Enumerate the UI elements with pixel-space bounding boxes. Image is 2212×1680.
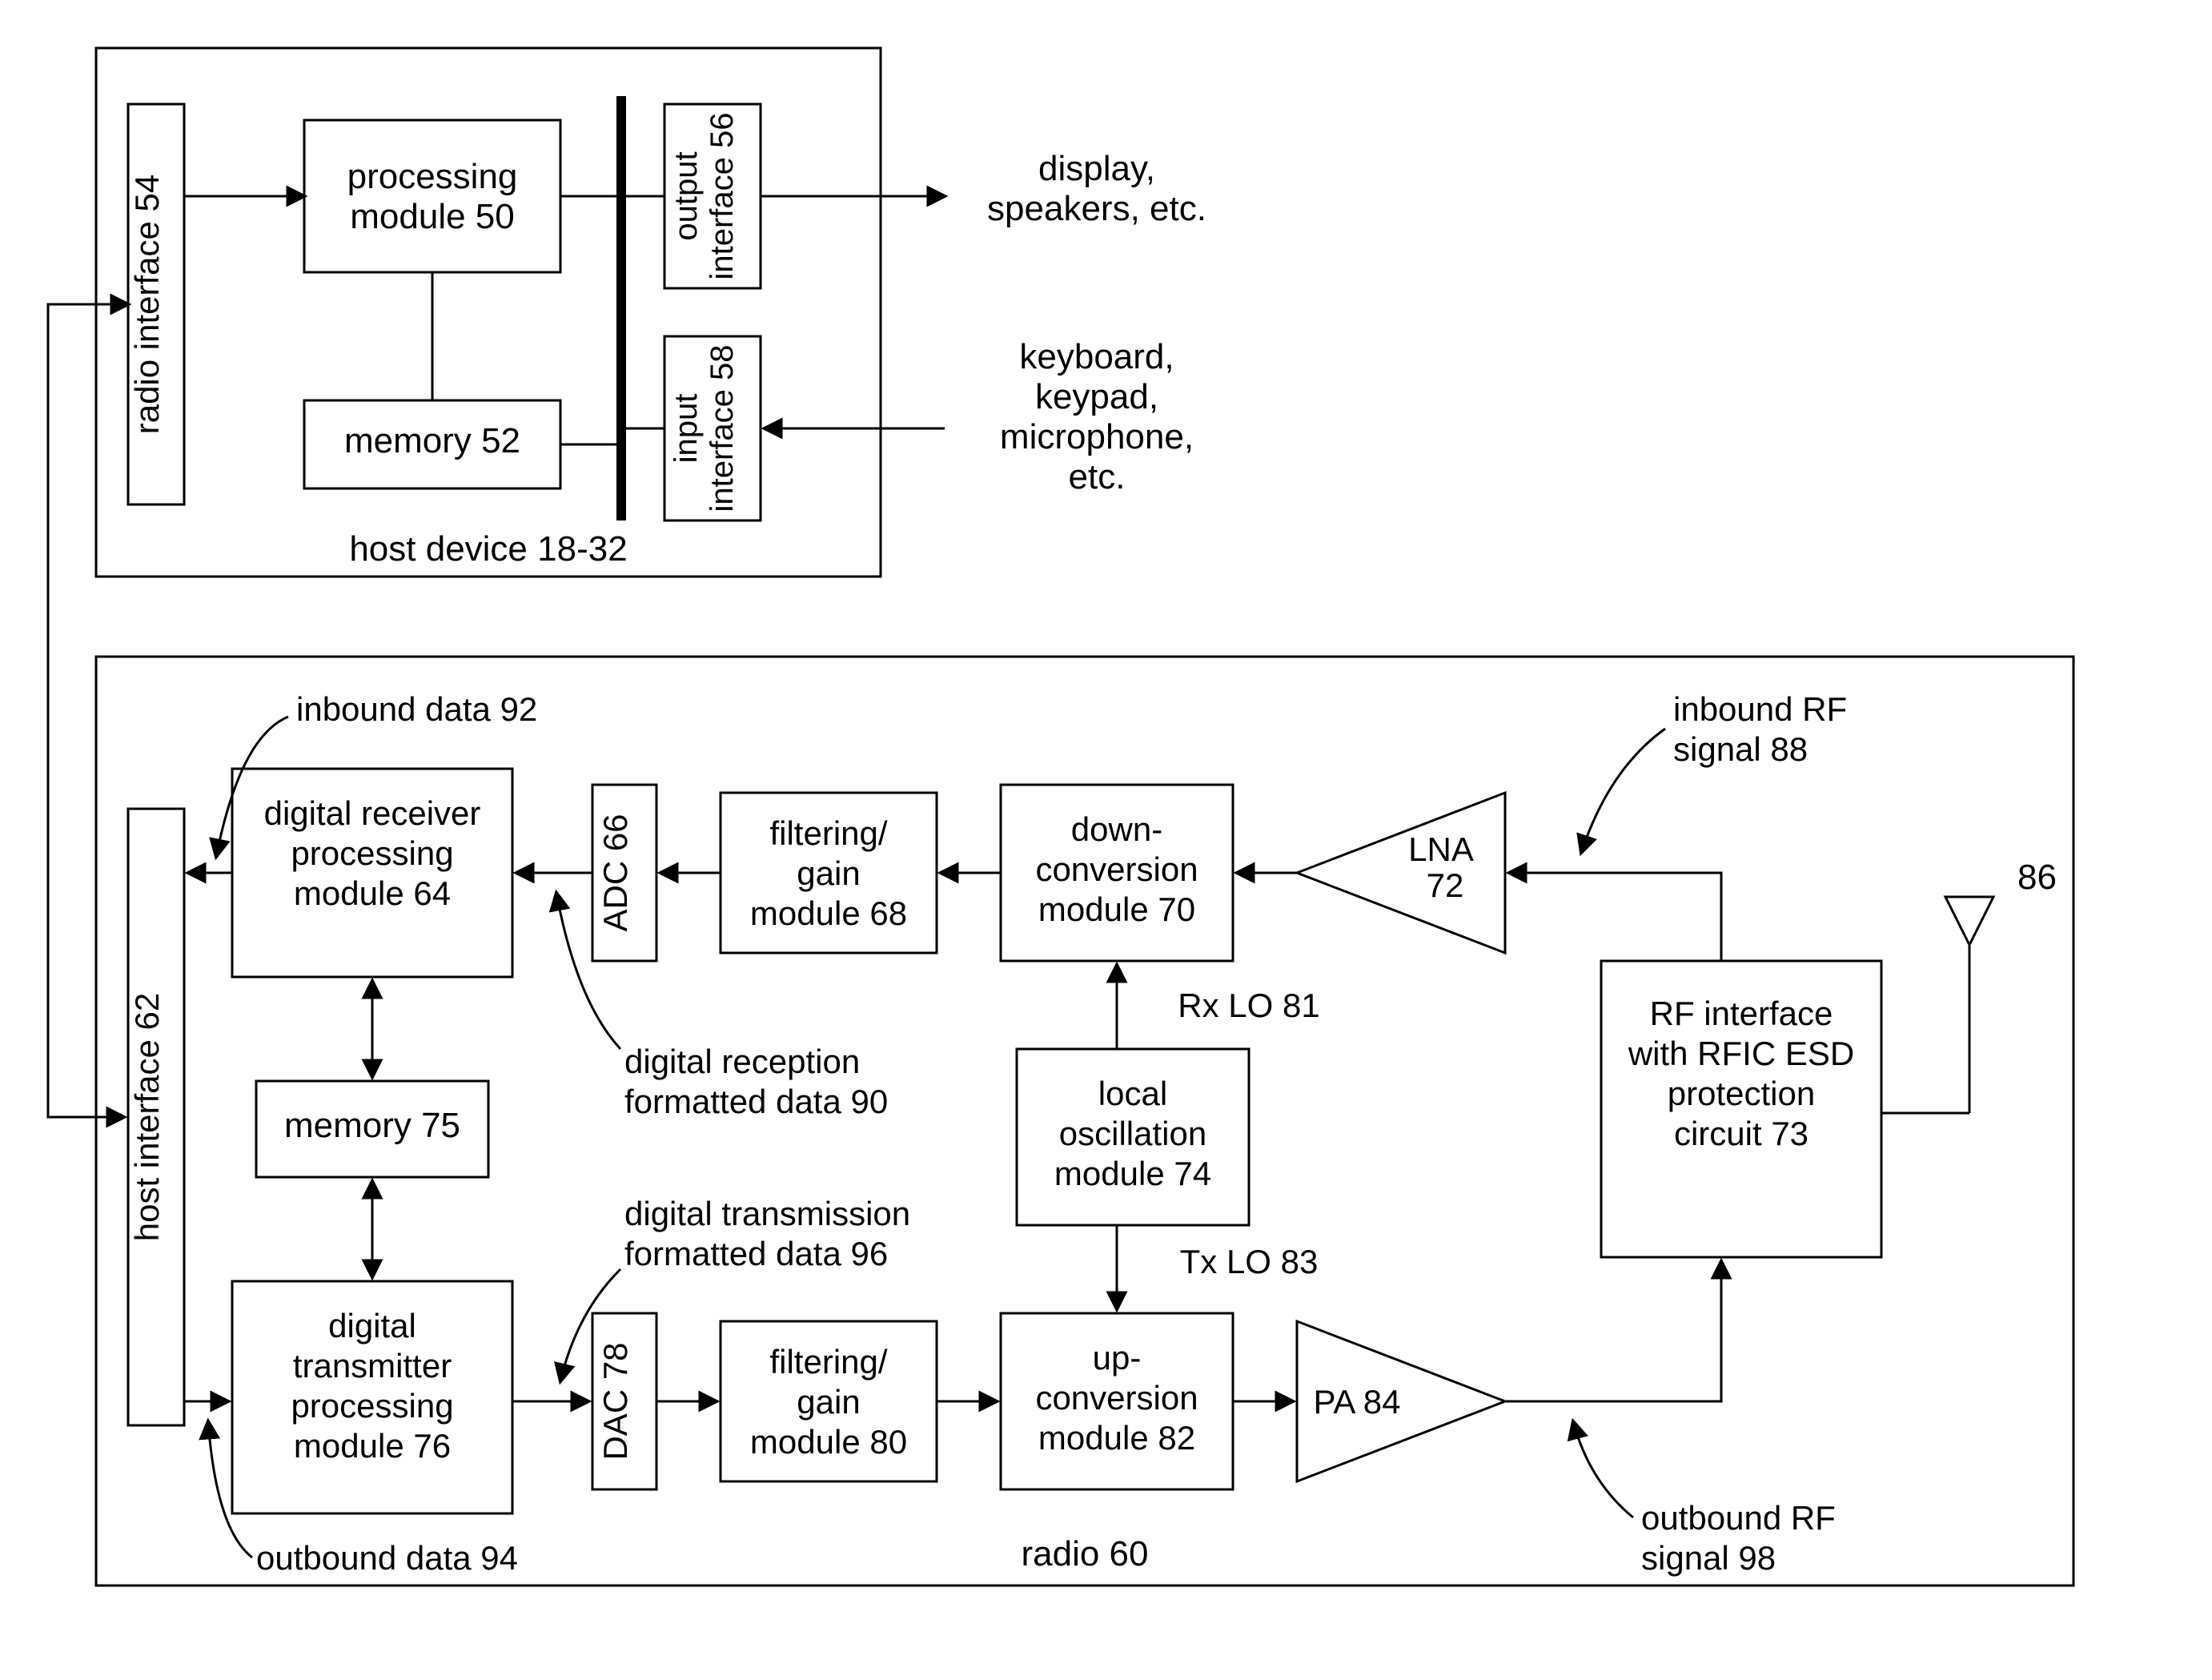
dc-l1: down-	[1071, 810, 1162, 848]
lo-l3: module 74	[1054, 1155, 1211, 1192]
fg-tx-l2: gain	[797, 1383, 860, 1421]
in-rf-l1: inbound RF	[1673, 690, 1847, 728]
dtx-l1: digital	[328, 1307, 416, 1344]
ext-in-l3: microphone,	[1000, 417, 1194, 456]
host-device: host device 18-32 radio interface 54 pro…	[96, 48, 1206, 577]
ext-in-l1: keyboard,	[1019, 337, 1174, 376]
radio-title: radio 60	[1021, 1534, 1148, 1573]
lo-l1: local	[1098, 1075, 1167, 1112]
rf-l1: RF interface	[1650, 995, 1833, 1032]
rf-l4: circuit 73	[1674, 1115, 1809, 1152]
inbound-data-label: inbound data 92	[296, 690, 537, 728]
host-title: host device 18-32	[349, 529, 627, 569]
lna-l1: LNA	[1408, 830, 1474, 868]
out-rf-l2: signal 98	[1641, 1539, 1776, 1577]
proc-l2: module 50	[350, 197, 514, 236]
memory-host-label: memory 52	[344, 421, 520, 460]
in-if-l1: input	[668, 394, 704, 464]
in-rf-l2: signal 88	[1673, 730, 1808, 768]
out-if-l2: interface 56	[705, 112, 740, 279]
fg-rx-l1: filtering/	[769, 814, 887, 852]
bus-bar	[616, 96, 626, 520]
dac-label: DAC 78	[596, 1342, 634, 1460]
in-if-l2: interface 58	[705, 344, 740, 512]
rf-l3: protection	[1668, 1075, 1815, 1112]
drx-l2: processing	[291, 834, 453, 872]
uc-l1: up-	[1093, 1339, 1142, 1377]
out-rf-l1: outbound RF	[1641, 1499, 1836, 1537]
dc-l2: conversion	[1035, 850, 1198, 888]
radio-interface-label: radio interface 54	[128, 175, 166, 435]
antenna-label: 86	[2017, 858, 2057, 897]
fg-tx-l3: module 80	[750, 1423, 907, 1461]
fg-rx-l3: module 68	[750, 894, 907, 932]
memory-radio-label: memory 75	[284, 1106, 460, 1145]
dc-l3: module 70	[1038, 890, 1195, 928]
proc-l1: processing	[347, 157, 518, 196]
pa-label: PA 84	[1314, 1383, 1401, 1421]
adc-label: ADC 66	[596, 814, 634, 931]
host-interface-label: host interface 62	[128, 993, 166, 1242]
rf-l2: with RFIC ESD	[1628, 1035, 1854, 1072]
dtx-fmt-l2: formatted data 96	[624, 1235, 888, 1272]
drx-l1: digital receiver	[264, 794, 481, 832]
uc-l3: module 82	[1038, 1419, 1195, 1457]
lna-l2: 72	[1427, 866, 1464, 904]
dtx-l4: module 76	[294, 1427, 451, 1465]
processing-module	[304, 120, 560, 272]
fg-tx-l1: filtering/	[769, 1343, 887, 1381]
out-if-l1: output	[668, 151, 704, 240]
drx-l3: module 64	[294, 874, 451, 912]
outbound-data-label: outbound data 94	[256, 1539, 518, 1577]
dtx-fmt-l1: digital transmission	[624, 1195, 910, 1232]
drx-fmt-l2: formatted data 90	[624, 1083, 888, 1120]
drx-fmt-l1: digital reception	[624, 1043, 860, 1080]
fg-rx-l2: gain	[797, 854, 860, 892]
dtx-l3: processing	[291, 1387, 453, 1425]
ext-out-l2: speakers, etc.	[987, 189, 1206, 228]
uc-l2: conversion	[1035, 1379, 1198, 1417]
ext-in-l2: keypad,	[1035, 377, 1158, 416]
ext-out-l1: display,	[1038, 149, 1155, 188]
lo-l2: oscillation	[1059, 1115, 1206, 1152]
radio: radio 60 host interface 62 digital recei…	[96, 657, 2073, 1586]
block-diagram: host device 18-32 radio interface 54 pro…	[0, 0, 2212, 1680]
ext-in-l4: etc.	[1069, 457, 1126, 496]
dtx-l2: transmitter	[293, 1347, 452, 1385]
rxlo-label: Rx LO 81	[1178, 987, 1319, 1024]
txlo-label: Tx LO 83	[1180, 1243, 1319, 1280]
